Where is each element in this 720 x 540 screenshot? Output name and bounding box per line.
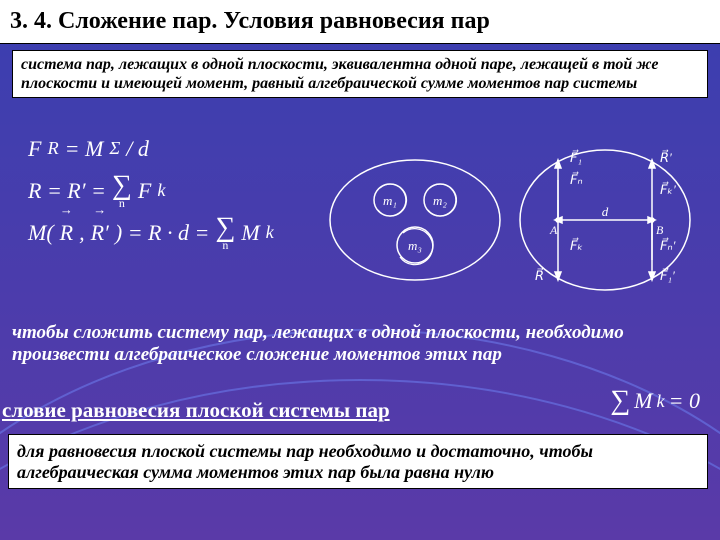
sigma-icon: ∑n	[112, 173, 132, 209]
sigma-icon-3: ∑	[610, 388, 630, 413]
sigma-icon-2: ∑n	[215, 215, 235, 251]
formula-area: FR = MΣ / d R = R′ = ∑n Fk M( R , R′ ) =…	[28, 128, 274, 253]
f1-div: / d	[126, 128, 149, 170]
cf-sub: k	[657, 391, 665, 412]
f1-sub2: Σ	[109, 131, 120, 166]
formula-line-1: FR = MΣ / d	[28, 128, 274, 170]
f1-eq: = M	[65, 128, 104, 170]
theorem-box: система пар, лежащих в одной плоскости, …	[12, 50, 708, 98]
f1-sub: R	[47, 131, 58, 166]
f3-eq: ) = R · d =	[115, 212, 209, 254]
f3-Rp: R′	[91, 212, 109, 254]
label-Fn: F⃗ₙ	[570, 172, 583, 187]
label-A: A	[549, 223, 558, 237]
label-F1p: F⃗₁′	[660, 268, 675, 283]
label-Fnp: F⃗ₙ′	[660, 238, 676, 253]
f3-sub: k	[266, 215, 274, 250]
label-B: B	[656, 223, 664, 237]
f2-sub: k	[157, 173, 165, 208]
condition-formula: ∑ Mk = 0	[610, 388, 700, 414]
rule-text: чтобы сложить систему пар, лежащих в одн…	[4, 322, 716, 366]
label-F1: F⃗₁	[570, 150, 582, 165]
title-bar: 3. 4. Сложение пар. Условия равновесия п…	[0, 0, 720, 44]
slide: 3. 4. Сложение пар. Условия равновесия п…	[0, 0, 720, 540]
cf-rhs: = 0	[669, 388, 700, 414]
label-m2: m₂	[433, 193, 447, 208]
cond-title-text: словие равновесия плоской системы пар	[2, 398, 390, 422]
label-R: R⃗	[535, 268, 544, 283]
formula-line-3: M( R , R′ ) = R · d = ∑n Mk	[28, 212, 274, 254]
label-Fk: F⃗ₖ	[570, 238, 583, 253]
f1-F: F	[28, 128, 41, 170]
title-text: 3. 4. Сложение пар. Условия равновесия п…	[10, 8, 490, 35]
f3-M: M	[241, 212, 259, 254]
theorem-text: система пар, лежащих в одной плоскости, …	[21, 56, 658, 92]
f3-R: R	[60, 212, 73, 254]
label-m3: m₃	[408, 238, 422, 253]
diagram: m₁ m₂ m₃ d A B	[320, 130, 700, 310]
cf-M: M	[634, 388, 652, 414]
bottom-text: для равновесия плоской системы пар необх…	[17, 441, 593, 482]
label-d: d	[602, 204, 609, 219]
bottom-box: для равновесия плоской системы пар необх…	[8, 434, 708, 489]
condition-title: словие равновесия плоской системы пар	[0, 398, 390, 423]
f3-l: M(	[28, 212, 54, 254]
label-Fkp: F⃗ₖ′	[660, 182, 676, 197]
f3-c: ,	[79, 212, 85, 254]
rule1-text: чтобы сложить систему пар, лежащих в одн…	[12, 322, 624, 365]
f2-r: F	[138, 170, 151, 212]
label-m1: m₁	[383, 193, 397, 208]
label-Rp: R⃗′	[660, 150, 672, 165]
